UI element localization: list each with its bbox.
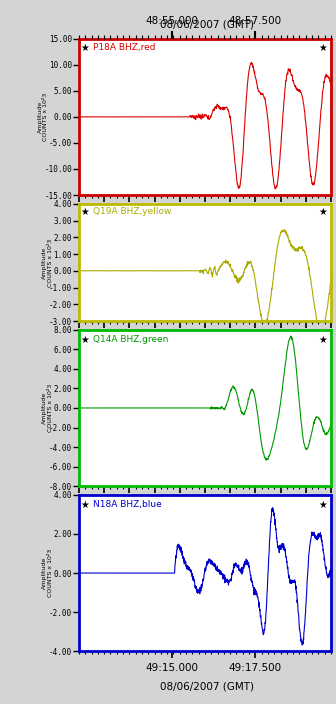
Y-axis label: Amplitude
COUNTS x 10²3: Amplitude COUNTS x 10²3 <box>42 238 53 287</box>
Text: ★: ★ <box>319 207 327 218</box>
Text: Q14A BHZ,green: Q14A BHZ,green <box>93 334 168 344</box>
Text: Q19A BHZ,yellow: Q19A BHZ,yellow <box>93 207 171 216</box>
Text: ★: ★ <box>81 44 94 54</box>
Text: ★: ★ <box>81 207 94 218</box>
Text: 08/06/2007 (GMT): 08/06/2007 (GMT) <box>160 681 254 691</box>
Y-axis label: Amplitude
COUNTS x 10²3: Amplitude COUNTS x 10²3 <box>38 93 48 141</box>
Y-axis label: Amplitude
COUNTS x 10²3: Amplitude COUNTS x 10²3 <box>42 384 53 432</box>
Text: ★: ★ <box>319 500 327 510</box>
Text: ★: ★ <box>319 44 327 54</box>
Text: ★: ★ <box>319 334 327 344</box>
Text: ★: ★ <box>81 334 94 344</box>
Text: P18A BHZ,red: P18A BHZ,red <box>93 44 155 52</box>
Text: 08/06/2007 (GMT): 08/06/2007 (GMT) <box>160 19 254 29</box>
Text: N18A BHZ,blue: N18A BHZ,blue <box>93 500 162 508</box>
Text: ★: ★ <box>81 500 94 510</box>
Y-axis label: Amplitude
COUNTS x 10²3: Amplitude COUNTS x 10²3 <box>42 549 53 597</box>
